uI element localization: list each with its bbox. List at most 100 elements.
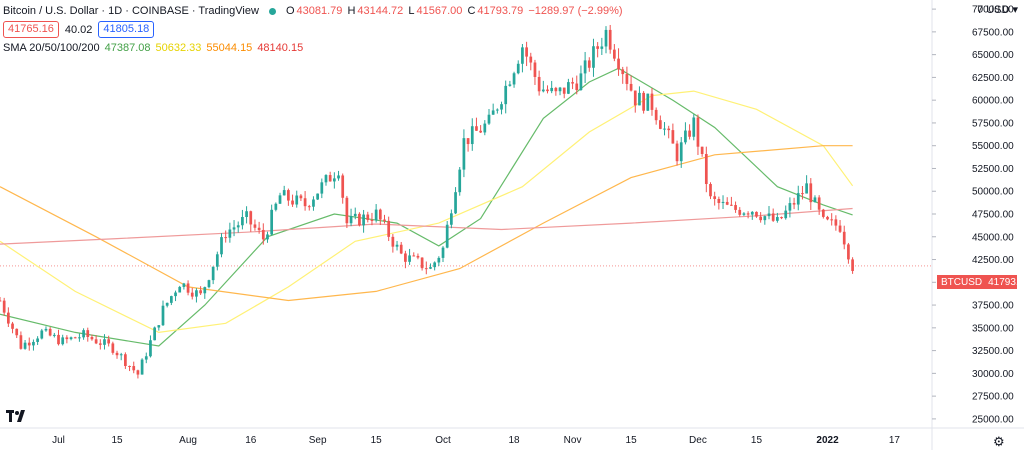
candle-body: [809, 183, 813, 203]
candle-body: [838, 225, 842, 232]
candle-body: [550, 87, 554, 92]
candle-body: [788, 203, 792, 211]
candle-body: [826, 216, 829, 220]
candle-body: [842, 231, 846, 245]
candle-body: [404, 253, 407, 262]
candle-body: [813, 197, 817, 203]
candle-body: [633, 90, 637, 106]
candle-body: [90, 336, 94, 340]
candle-body: [470, 126, 474, 145]
candle-body: [169, 296, 173, 303]
candle-body: [508, 84, 512, 86]
candle-body: [721, 201, 725, 204]
candle-body: [211, 266, 215, 281]
candle-body: [387, 220, 391, 237]
candle-body: [654, 109, 658, 121]
candle-body: [282, 190, 286, 196]
close-value: 41793.79: [477, 5, 524, 17]
x-tick-label: Dec: [689, 435, 707, 446]
y-tick-label: 65000.00: [972, 50, 1014, 61]
x-tick-label: 16: [245, 435, 257, 446]
candle-body: [224, 237, 228, 239]
candle-body: [128, 365, 131, 367]
currency-selector[interactable]: 7 USD ▾: [977, 4, 1018, 16]
candle-body: [115, 352, 119, 356]
candle-body: [253, 224, 257, 228]
open-value: 43081.79: [296, 5, 343, 17]
candle-body: [746, 213, 750, 215]
candle-body: [36, 338, 39, 342]
candle-body: [429, 267, 432, 269]
candle-body: [767, 213, 771, 217]
low-value: 41567.00: [416, 5, 463, 17]
candle-body: [554, 87, 558, 92]
candle-body: [78, 337, 81, 339]
candle-body: [399, 244, 403, 254]
candle-body: [433, 262, 437, 268]
sma100-line: [0, 145, 853, 302]
x-tick-label: Oct: [435, 435, 451, 446]
candle-body: [525, 47, 528, 57]
candle-body: [558, 87, 562, 92]
candle-body: [332, 178, 336, 182]
candle-body: [817, 197, 821, 210]
candle-body: [537, 76, 541, 92]
x-tick-label: 15: [371, 435, 383, 446]
candle-body: [370, 219, 374, 221]
candle-body: [742, 213, 746, 215]
candle-body: [299, 195, 303, 199]
candle-body: [600, 46, 604, 49]
candle-body: [462, 138, 466, 170]
candle-body: [771, 213, 775, 221]
candle-body: [69, 337, 73, 340]
buy-button[interactable]: 41805.18: [98, 21, 155, 38]
candle-body: [32, 341, 35, 346]
candle-body: [261, 229, 265, 240]
candle-body: [479, 130, 482, 133]
candle-body: [450, 213, 453, 225]
sell-button[interactable]: 41765.16: [3, 21, 59, 38]
candle-body: [178, 286, 182, 293]
tradingview-logo-icon[interactable]: [6, 410, 26, 425]
candle-body: [345, 197, 349, 224]
candle-body: [161, 305, 165, 326]
x-tick-label: 15: [111, 435, 123, 446]
candle-body: [98, 343, 102, 345]
candle-body: [516, 63, 520, 74]
y-tick-label: 42500.00: [972, 255, 1014, 266]
candle-body: [245, 211, 248, 218]
candle-body: [776, 217, 779, 221]
candle-body: [199, 290, 202, 294]
candle-body: [596, 46, 600, 49]
candle-body: [295, 195, 299, 205]
candle-body: [266, 234, 269, 240]
candle-body: [337, 175, 340, 179]
candle-body: [458, 169, 462, 193]
x-tick-label: 15: [626, 435, 638, 446]
candle-body: [541, 89, 545, 92]
candle-body: [738, 209, 742, 215]
symbol-title[interactable]: Bitcoin / U.S. Dollar · 1D · COINBASE · …: [3, 5, 259, 17]
gear-icon[interactable]: ⚙: [993, 434, 1005, 449]
candle-body: [140, 359, 144, 375]
candle-body: [755, 211, 758, 217]
candle-body: [483, 123, 487, 133]
open-label: O: [285, 5, 295, 17]
y-tick-label: 30000.00: [972, 369, 1014, 380]
candle-body: [157, 325, 161, 328]
candle-body: [324, 175, 328, 183]
candle-body: [646, 93, 650, 111]
y-tick-label: 47500.00: [972, 210, 1014, 221]
candle-body: [834, 219, 838, 226]
candle-body: [287, 190, 290, 201]
candle-body: [650, 93, 654, 110]
sma-legend[interactable]: SMA 20/50/100/200 47387.08 50632.33 5504…: [3, 42, 303, 54]
candle-body: [504, 85, 508, 105]
candle-body: [763, 216, 767, 221]
change-value: −1289.97 (−2.99%): [528, 5, 623, 17]
candle-body: [692, 117, 696, 137]
high-value: 43144.72: [357, 5, 404, 17]
candle-body: [7, 312, 10, 324]
candle-body: [124, 354, 127, 366]
